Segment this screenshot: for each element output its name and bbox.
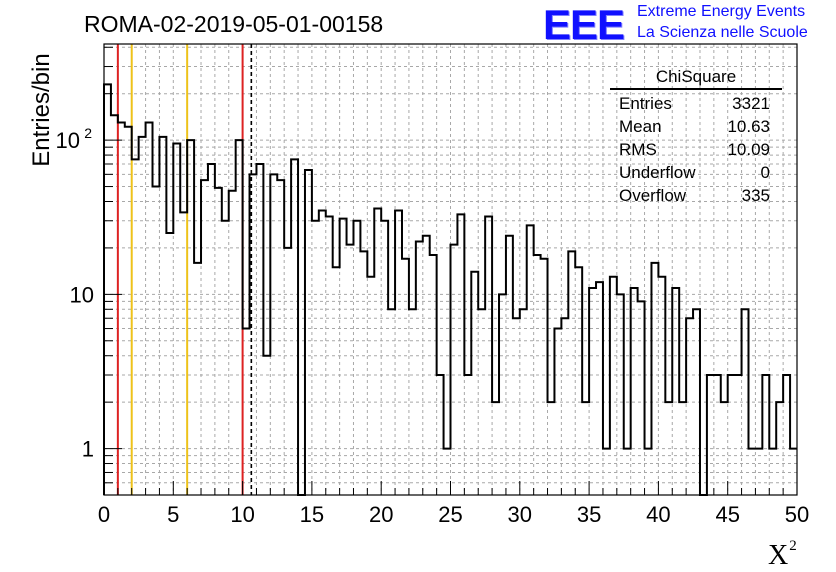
x-axis-label: X2 [768,538,797,572]
brand-line-2: La Scienza nelle Scuole [637,24,808,41]
stats-box: ChiSquare Entries 3321 Mean 10.63 RMS 10.09… [610,66,782,207]
stats-label: Entries [619,94,672,113]
x-tick-label: 20 [369,502,393,527]
stats-row-mean: Mean 10.63 [610,115,780,138]
y-tick-label: 10 [56,128,80,153]
x-axis-label-base: X [768,540,789,571]
stats-row-overflow: Overflow 335 [610,184,780,207]
y-tick-label: 10 [70,282,94,307]
x-tick-label: 0 [98,502,110,527]
x-tick-label: 25 [438,502,462,527]
stats-row-underflow: Underflow 0 [610,161,780,184]
y-axis-label: Entries/bin [28,53,55,167]
stats-row-entries: Entries 3321 [610,92,780,115]
stats-title: ChiSquare [610,66,782,90]
y-tick-label-exponent: 2 [84,125,92,141]
stats-label: RMS [619,140,657,159]
stats-value: 3321 [732,94,770,113]
stats-label: Mean [619,117,662,136]
stats-label: Overflow [619,186,687,205]
x-tick-label: 35 [577,502,601,527]
stats-value: 10.09 [727,140,770,159]
x-tick-label: 15 [300,502,324,527]
stats-row-rms: RMS 10.09 [610,138,780,161]
x-tick-label: 50 [785,502,809,527]
x-tick-label: 30 [508,502,532,527]
stats-value: 10.63 [727,117,770,136]
stats-label: Underflow [619,163,696,182]
brand-line-1: Extreme Energy Events [637,3,806,20]
chart-title: ROMA-02-2019-05-01-00158 [84,11,384,37]
histogram-series [103,83,797,496]
x-axis-label-superscript: 2 [789,538,797,554]
y-tick-label: 1 [82,437,94,462]
x-tick-label: 10 [230,502,254,527]
x-tick-label: 5 [167,502,179,527]
x-tick-label: 40 [646,502,670,527]
stats-value: 335 [741,186,770,205]
stats-value: 0 [760,163,770,182]
eee-logo: EEE [543,1,625,48]
x-tick-label: 45 [715,502,739,527]
